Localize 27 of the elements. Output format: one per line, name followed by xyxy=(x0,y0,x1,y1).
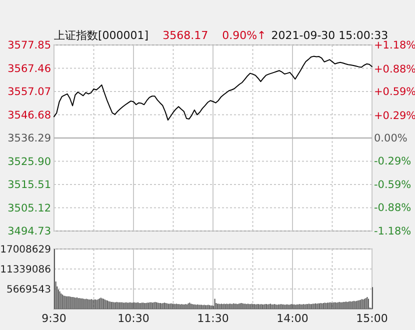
y-tick-label: 3505.12 xyxy=(8,202,51,214)
y-tick-label: 3546.68 xyxy=(8,109,51,122)
x-tick-label: 15:00 xyxy=(356,312,388,325)
text: 0.90%↑ xyxy=(222,29,266,42)
text: 3568.17 xyxy=(162,29,208,42)
y2-tick-label: -0.59% xyxy=(374,179,412,192)
x-tick-label: 9:30 xyxy=(42,312,66,325)
x-tick-label: 14:00 xyxy=(276,312,308,325)
y2-tick-label: 0.00% xyxy=(374,132,408,145)
y-tick-label: 3567.46 xyxy=(8,62,52,75)
y-tick-label: 3557.07 xyxy=(8,86,51,98)
line-series xyxy=(54,56,372,121)
y-tick-label: 5669543 xyxy=(6,284,51,296)
y-tick-label: 3577.85 xyxy=(8,40,51,52)
x-tick-label: 11:30 xyxy=(197,312,229,325)
y-tick-label: 17008629 xyxy=(0,244,51,256)
chart-title: 上证指数[000001] xyxy=(54,29,149,42)
y-tick-label: 3525.90 xyxy=(8,156,51,168)
x-tick-label: 10:30 xyxy=(118,312,150,325)
y-tick-label: 3494.73 xyxy=(8,226,51,238)
text: 2021-09-30 15:00:33 xyxy=(271,29,388,42)
y2-tick-label: -0.88% xyxy=(374,202,412,214)
y2-tick-label: -1.18% xyxy=(374,226,412,238)
y-tick-label: 3515.51 xyxy=(8,179,51,192)
y2-tick-label: -0.29% xyxy=(374,156,412,168)
y-tick-label: 11339086 xyxy=(0,264,51,276)
y-tick-label: 3536.29 xyxy=(8,132,51,145)
